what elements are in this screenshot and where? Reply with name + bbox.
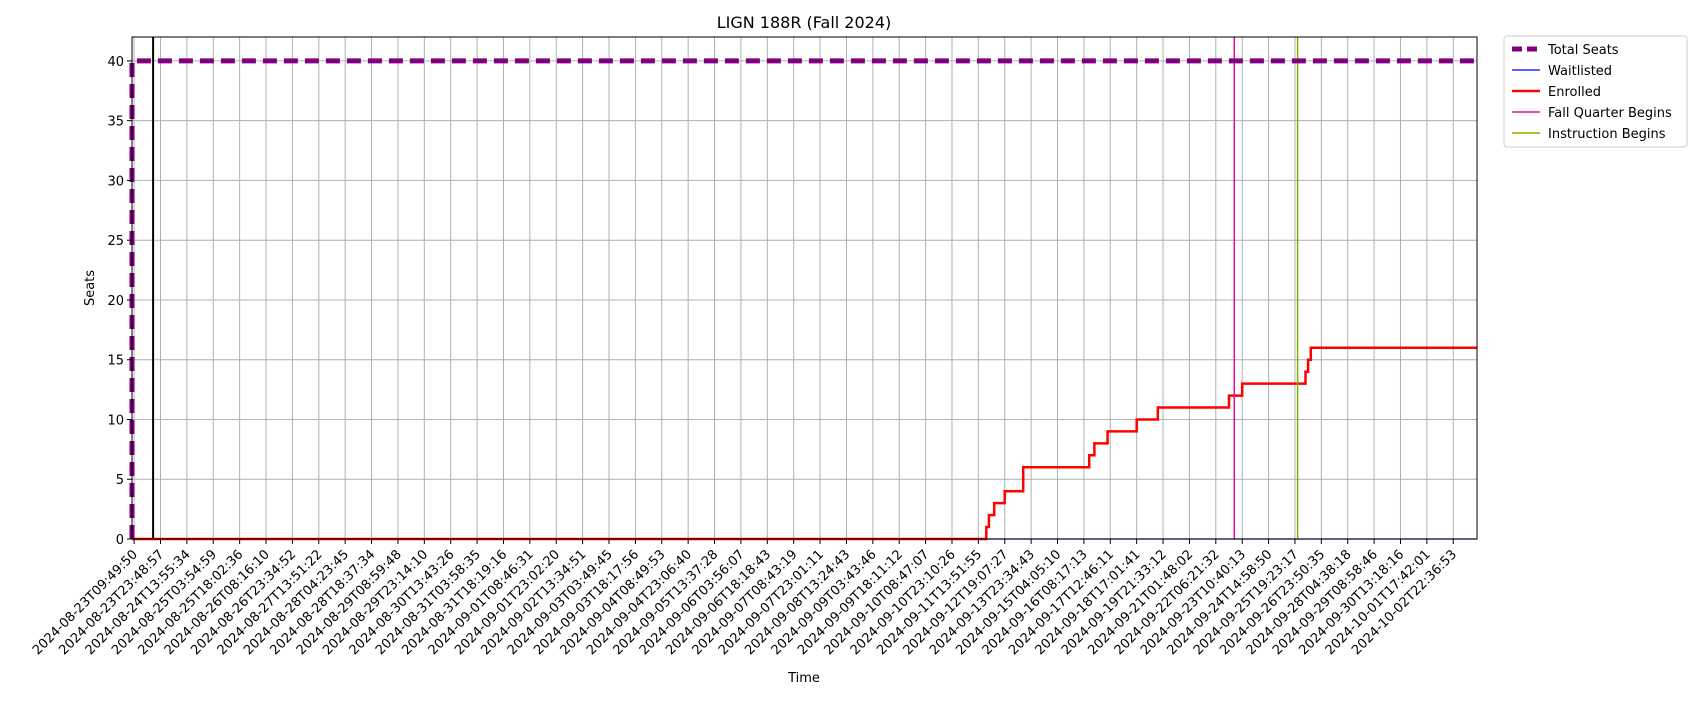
legend-label-total-seats: Total Seats: [1547, 43, 1619, 58]
y-tick-label: 25: [107, 234, 124, 249]
legend-label-enrolled: Enrolled: [1548, 85, 1601, 100]
y-tick-label: 40: [107, 55, 124, 70]
legend: Total Seats Waitlisted Enrolled Fall Quarte…: [1503, 35, 1688, 148]
series-layer: [129, 37, 1477, 541]
y-tick-label: 5: [116, 473, 124, 488]
y-tick-label: 15: [107, 354, 124, 369]
legend-frame: [1503, 35, 1688, 148]
y-tick-label: 30: [107, 174, 124, 189]
y-tick-label: 20: [107, 294, 124, 309]
tick-layer: 2024-08-23T09:49:502024-08-23T23:48:5720…: [30, 55, 1460, 658]
legend-label-waitlisted: Waitlisted: [1548, 64, 1612, 79]
y-axis-label: Seats: [83, 270, 98, 306]
legend-label-fall-quarter-begins: Fall Quarter Begins: [1548, 106, 1672, 121]
chart-title: LIGN 188R (Fall 2024): [717, 13, 892, 32]
y-tick-label: 10: [107, 413, 124, 428]
enrolled-line: [132, 346, 1477, 541]
x-axis-label: Time: [787, 671, 820, 686]
plot-frame: [131, 36, 1478, 540]
legend-label-instruction-begins: Instruction Begins: [1548, 127, 1666, 142]
y-tick-label: 0: [116, 533, 124, 548]
y-tick-label: 35: [107, 115, 124, 130]
grid-layer: [132, 37, 1477, 540]
